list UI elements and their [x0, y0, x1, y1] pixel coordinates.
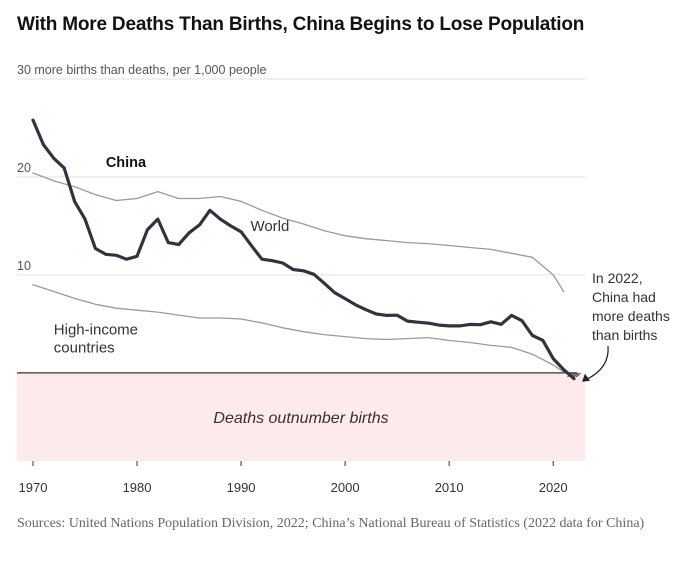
source-note: Sources: United Nations Population Divis… — [17, 516, 645, 531]
hatch-stroke — [567, 372, 572, 378]
negative-region-group: Deaths outnumber births — [17, 372, 585, 461]
series-line — [32, 284, 565, 373]
x-tick-label: 2010 — [435, 480, 464, 495]
x-tick-label: 1990 — [227, 480, 256, 495]
series-line — [32, 172, 565, 293]
x-tick-label: 2020 — [539, 480, 568, 495]
hatch-stroke — [576, 372, 581, 378]
negative-hatch — [567, 372, 581, 378]
series-label: High-income — [54, 322, 138, 339]
annotation-text: China had — [592, 289, 656, 305]
series-label: World — [250, 218, 289, 235]
annotation-arrow — [585, 345, 609, 381]
hatch-stroke — [571, 372, 577, 378]
x-ticks-group: 1970 1980 1990 2000 2010 2020 — [19, 461, 568, 495]
y-tick-label: 30 more births than deaths, per 1,000 pe… — [17, 63, 267, 77]
annotation-text: than births — [592, 327, 657, 343]
gridlines-group: 30 more births than deaths, per 1,000 pe… — [17, 63, 585, 374]
x-tick-label: 1980 — [123, 480, 152, 495]
negative-region — [17, 372, 585, 461]
series-label: China — [106, 155, 147, 171]
annotation-text: In 2022, — [592, 270, 643, 286]
y-tick-label: 20 — [17, 161, 31, 175]
hatch-stroke — [573, 372, 579, 378]
annotation-group: In 2022, China had more deaths than births — [582, 270, 670, 382]
negative-region-label: Deaths outnumber births — [213, 410, 388, 427]
series-label: countries — [54, 340, 115, 357]
annotation-arrowhead — [582, 373, 590, 382]
y-tick-label: 10 — [17, 259, 31, 273]
chart-title: With More Deaths Than Births, China Begi… — [17, 14, 585, 35]
annotation-text: more deaths — [592, 308, 670, 324]
series-group — [31, 118, 581, 381]
x-tick-label: 1970 — [19, 480, 48, 495]
x-tick-label: 2000 — [331, 480, 360, 495]
hatch-stroke — [569, 372, 575, 378]
series-line — [31, 118, 576, 381]
